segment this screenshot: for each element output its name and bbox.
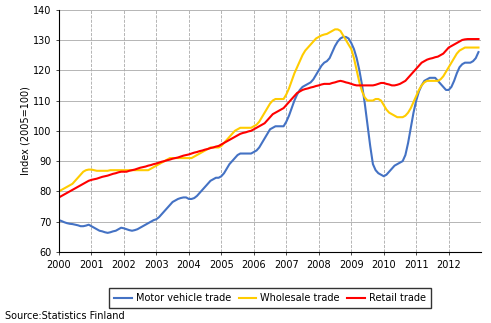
Text: Source:Statistics Finland: Source:Statistics Finland: [5, 311, 125, 321]
Line: Retail trade: Retail trade: [59, 39, 478, 197]
Wholesale trade: [56, 189, 62, 193]
Wholesale trade: [229, 132, 235, 136]
Wholesale trade: [348, 47, 354, 51]
Line: Motor vehicle trade: Motor vehicle trade: [59, 37, 478, 233]
Wholesale trade: [162, 159, 167, 163]
Retail trade: [346, 81, 352, 85]
Wholesale trade: [213, 146, 219, 150]
Wholesale trade: [332, 27, 338, 31]
Retail trade: [213, 145, 219, 149]
Motor vehicle trade: [216, 176, 221, 180]
Wholesale trade: [397, 115, 403, 119]
Motor vehicle trade: [340, 35, 346, 39]
Retail trade: [162, 159, 167, 163]
Motor vehicle trade: [232, 156, 238, 160]
Retail trade: [475, 37, 481, 41]
Motor vehicle trade: [351, 47, 357, 51]
Motor vehicle trade: [164, 206, 170, 210]
Motor vehicle trade: [308, 80, 314, 84]
Wholesale trade: [305, 46, 311, 49]
Motor vehicle trade: [105, 231, 110, 235]
Motor vehicle trade: [56, 218, 62, 222]
Line: Wholesale trade: Wholesale trade: [59, 29, 478, 191]
Retail trade: [394, 83, 400, 87]
Wholesale trade: [475, 46, 481, 49]
Retail trade: [464, 37, 470, 41]
Retail trade: [305, 87, 311, 90]
Retail trade: [229, 136, 235, 140]
Y-axis label: Index (2005=100): Index (2005=100): [20, 86, 30, 175]
Legend: Motor vehicle trade, Wholesale trade, Retail trade: Motor vehicle trade, Wholesale trade, Re…: [109, 288, 431, 308]
Motor vehicle trade: [400, 159, 406, 163]
Motor vehicle trade: [475, 50, 481, 54]
Retail trade: [56, 195, 62, 199]
